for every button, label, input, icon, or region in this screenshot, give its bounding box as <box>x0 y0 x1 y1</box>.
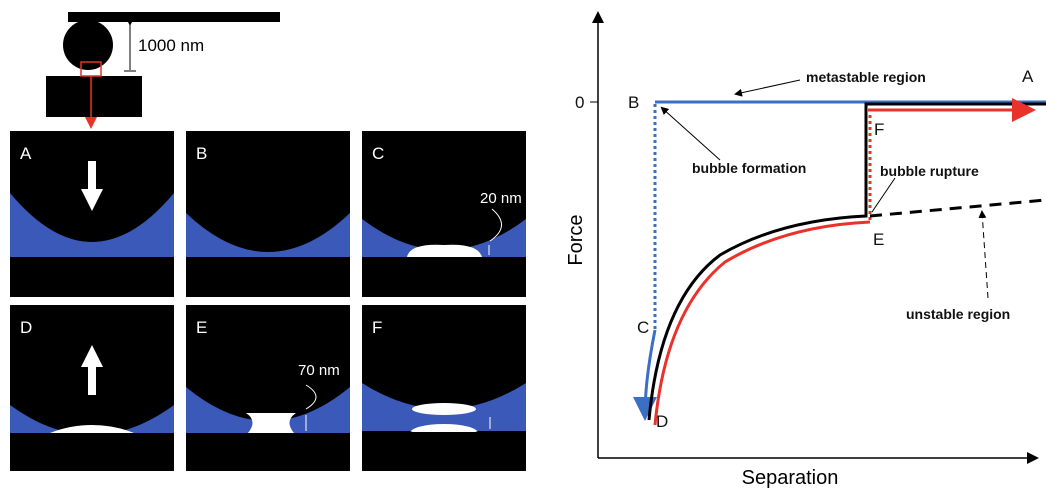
annotation: unstable region <box>906 306 1010 322</box>
sphere <box>362 305 526 409</box>
panel-label: C <box>372 144 384 163</box>
bubble <box>246 413 296 433</box>
point-label: B <box>628 93 639 112</box>
probe-mount <box>80 20 96 26</box>
scale-label: 1000 nm <box>138 36 204 55</box>
annotation-arrow <box>982 212 988 298</box>
unstable-branch <box>870 200 1046 216</box>
x-axis-label: Separation <box>742 467 839 489</box>
annotation: 70 nm <box>298 362 340 379</box>
panel: 70 nm E <box>186 305 350 471</box>
annotation-arrow <box>662 108 720 160</box>
substrate <box>46 76 142 117</box>
panel: F <box>362 305 526 471</box>
annotation-arrow <box>736 80 800 94</box>
cantilever <box>68 12 280 22</box>
annotation: bubble rupture <box>880 163 979 179</box>
panel: A <box>10 131 174 297</box>
retract-curve <box>649 104 1046 420</box>
panel-label: F <box>372 318 382 337</box>
panel: D <box>10 305 174 471</box>
panel-label: A <box>20 144 32 163</box>
annotation-arrow <box>872 178 895 212</box>
panel: B <box>186 131 350 297</box>
point-label: E <box>873 230 884 249</box>
panel-label: B <box>196 144 207 163</box>
force-plot: 0 Force Separation A B C D E F metastabl… <box>565 14 1046 489</box>
annotation: bubble formation <box>692 160 806 176</box>
figure: 1000 nm A B 20 nm C D 70 nm E F 0 Force … <box>0 0 1046 489</box>
bubble-top <box>412 403 476 415</box>
point-label: C <box>637 318 649 337</box>
panel-label: E <box>196 318 207 337</box>
annotation: 20 nm <box>480 190 522 207</box>
zero-label: 0 <box>575 93 584 112</box>
panel-label: D <box>20 318 32 337</box>
y-axis-label: Force <box>565 214 587 265</box>
point-label: D <box>656 412 668 431</box>
retract-curve-red <box>655 222 870 425</box>
substrate <box>362 431 526 471</box>
afm-schematic: 1000 nm <box>46 12 280 126</box>
panel: 20 nm C <box>362 131 526 297</box>
point-label: F <box>874 120 884 139</box>
annotation: metastable region <box>806 69 926 85</box>
point-label: A <box>1022 67 1034 86</box>
